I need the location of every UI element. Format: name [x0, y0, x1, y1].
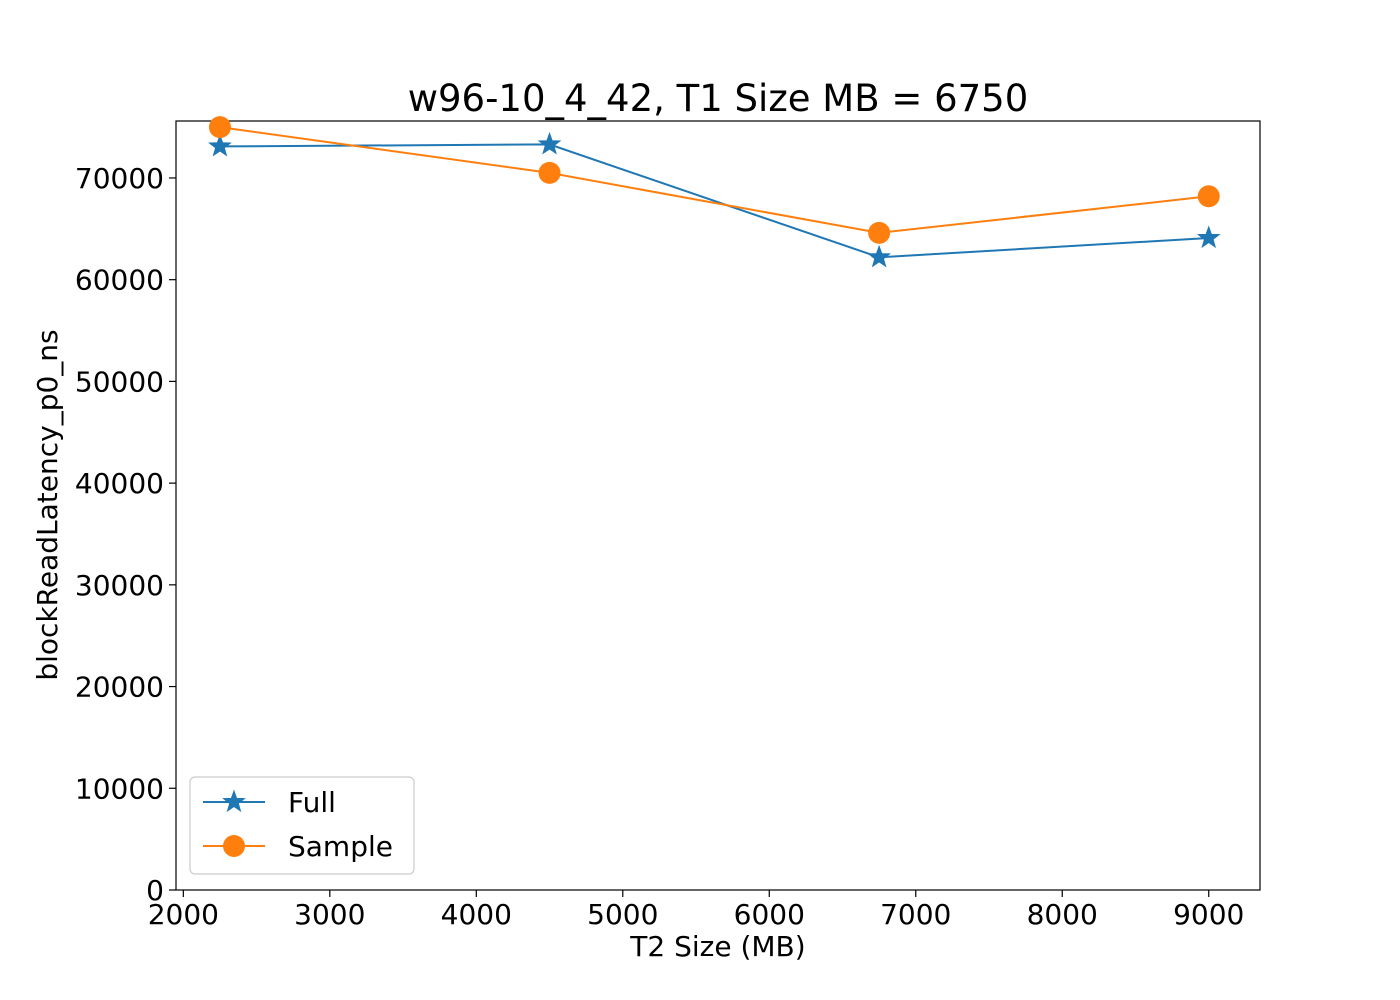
x-axis-ticks: 2000 3000 4000 5000 6000 7000 8000 9000 [148, 890, 1244, 931]
x-tick-label: 9000 [1173, 898, 1244, 931]
plot-area-frame [175, 120, 1261, 891]
x-tick-label: 7000 [880, 898, 951, 931]
series-sample [208, 116, 1220, 244]
x-tick-label: 2000 [148, 898, 219, 931]
x-tick-label: 6000 [734, 898, 805, 931]
x-tick-label: 3000 [294, 898, 365, 931]
y-tick-label: 50000 [75, 365, 164, 398]
x-axis-label: T2 Size (MB) [629, 930, 805, 963]
legend-marker-full [222, 789, 246, 813]
y-tick-label: 60000 [75, 264, 164, 297]
data-point-sample [1197, 185, 1220, 208]
legend: Full Sample [189, 776, 415, 875]
data-point-sample [208, 116, 231, 139]
x-tick-label: 4000 [441, 898, 512, 931]
x-tick-label: 8000 [1027, 898, 1098, 931]
y-tick-label: 10000 [75, 772, 164, 805]
series-layer [208, 116, 1221, 268]
data-point-sample [538, 161, 561, 184]
data-point-full [208, 133, 232, 157]
y-tick-label: 0 [146, 874, 164, 907]
chart-title: w96-10_4_42, T1 Size MB = 6750 [408, 77, 1029, 120]
data-point-full [537, 131, 562, 155]
y-axis-ticks: 0 10000 20000 30000 40000 50000 60000 70000 [75, 162, 176, 907]
x-tick-label: 5000 [587, 898, 658, 931]
y-tick-label: 70000 [75, 162, 164, 195]
data-point-full [1196, 225, 1221, 249]
legend-marker-sample [223, 835, 245, 857]
data-point-sample [868, 221, 891, 244]
y-axis-label: blockReadLatency_p0_ns [31, 329, 64, 680]
legend-label-full: Full [288, 786, 336, 819]
data-point-full [867, 244, 892, 268]
series-line-sample [219, 126, 1209, 234]
y-tick-label: 20000 [75, 671, 164, 704]
legend-label-sample: Sample [288, 830, 393, 863]
series-full [208, 131, 1221, 268]
series-line-full [219, 143, 1209, 259]
y-tick-label: 40000 [75, 467, 164, 500]
y-tick-label: 30000 [75, 569, 164, 602]
